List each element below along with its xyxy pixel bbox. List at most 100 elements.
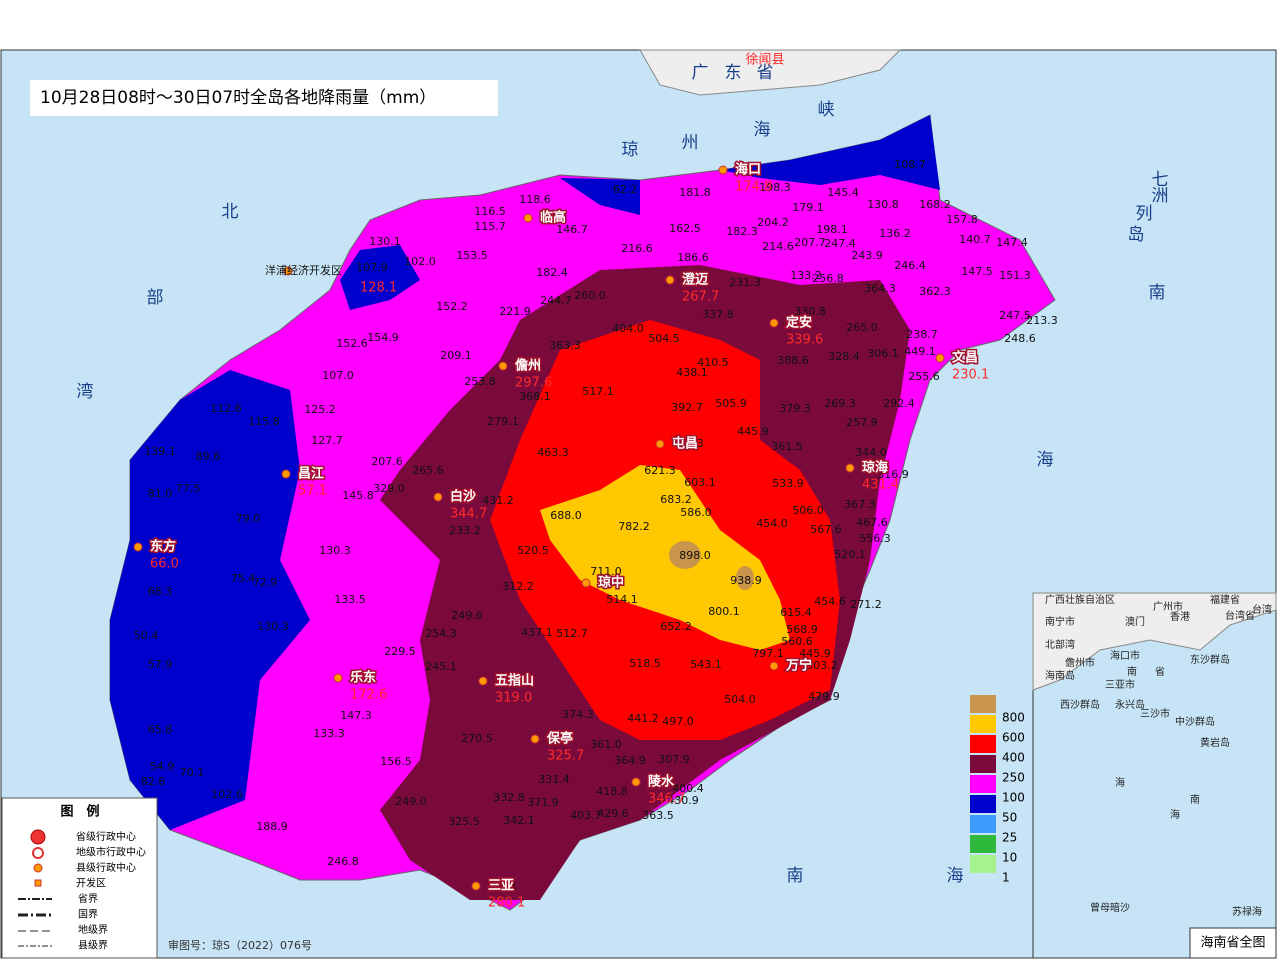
inset-title: 海南省全图 — [1200, 935, 1265, 951]
city-marker — [665, 275, 675, 285]
station-value: 153.5 — [456, 249, 488, 262]
scale-label: 10 — [1002, 851, 1017, 865]
inset-label: 儋州市 — [1065, 656, 1095, 669]
station-value: 797.1 — [752, 647, 784, 660]
station-value: 245.1 — [425, 660, 457, 673]
city-marker — [471, 881, 481, 891]
station-value: 265.0 — [846, 321, 878, 334]
scale-label: 600 — [1002, 731, 1025, 745]
station-value: 514.1 — [606, 593, 638, 606]
scale-swatch — [970, 755, 996, 773]
station-value: 182.4 — [536, 266, 568, 279]
station-value: 371.9 — [527, 796, 559, 809]
city-name: 儋州 — [515, 358, 541, 374]
scale-swatch — [970, 835, 996, 853]
city-marker — [281, 469, 291, 479]
station-value: 344.0 — [855, 446, 887, 459]
scale-label: 50 — [1002, 811, 1017, 825]
inset-label: 永兴岛 — [1115, 698, 1145, 711]
inset-land — [1032, 592, 1277, 691]
station-value: 497.0 — [662, 715, 694, 728]
inset-label: 西沙群岛 — [1060, 698, 1100, 711]
place-label: 列 — [1136, 204, 1153, 224]
station-value: 140.7 — [959, 233, 991, 246]
city-marker — [333, 673, 343, 683]
station-value: 518.5 — [629, 657, 661, 670]
station-value: 102.0 — [404, 255, 436, 268]
station-value: 216.6 — [621, 242, 653, 255]
station-value: 257.9 — [846, 416, 878, 429]
inset-label: 海南岛 — [1045, 669, 1075, 682]
station-value: 520.5 — [517, 544, 549, 557]
station-value: 586.0 — [680, 506, 712, 519]
inset-label: 南 — [1190, 793, 1200, 806]
city-marker — [498, 361, 508, 371]
station-value: 247.4 — [824, 237, 856, 250]
station-value: 603.1 — [684, 476, 716, 489]
station-value: 57.9 — [148, 658, 173, 671]
station-value: 112.6 — [210, 402, 242, 415]
station-value: 102.6 — [211, 788, 243, 801]
station-value: 246.8 — [327, 855, 359, 868]
inset-label: 省 — [1155, 665, 1165, 678]
rain-zones — [109, 114, 1056, 911]
station-value: 363.5 — [642, 809, 674, 822]
city-marker — [523, 213, 533, 223]
scale-label: 400 — [1002, 751, 1025, 765]
station-value: 209.1 — [440, 349, 472, 362]
station-value: 229.5 — [384, 645, 416, 658]
station-value: 133.5 — [334, 593, 366, 606]
station-value: 213.3 — [1026, 314, 1058, 327]
station-value: 429.6 — [597, 807, 629, 820]
inset-label: 苏禄海 — [1232, 905, 1262, 918]
station-value: 400.4 — [672, 782, 704, 795]
city-value: 297.6 — [515, 376, 552, 391]
station-value: 312.2 — [502, 580, 534, 593]
scale-label: 25 — [1002, 831, 1017, 845]
inset-label: 曾母暗沙 — [1090, 901, 1130, 914]
station-value: 157.8 — [946, 213, 978, 226]
city-value: 66.0 — [150, 557, 179, 572]
city-marker — [530, 734, 540, 744]
station-value: 168.2 — [919, 198, 951, 211]
station-value: 361.0 — [590, 738, 622, 751]
station-value: 438.1 — [676, 366, 708, 379]
station-value: 127.7 — [311, 434, 343, 447]
inset-label: 福建省 — [1210, 593, 1240, 606]
station-value: 938.9 — [730, 574, 762, 587]
station-value: 214.6 — [762, 240, 794, 253]
station-value: 349.1 — [486, 879, 518, 892]
inset-label: 台湾 — [1252, 603, 1272, 616]
scale-swatch — [970, 695, 996, 713]
scale-swatch — [970, 775, 996, 793]
station-value: 454.6 — [814, 595, 846, 608]
station-value: 543.1 — [690, 658, 722, 671]
station-value: 130.3 — [257, 620, 289, 633]
scale-swatch — [970, 795, 996, 813]
inset-label: 南 — [1127, 665, 1137, 678]
inset-label: 香港 — [1170, 611, 1190, 623]
place-label: 南 — [1149, 283, 1166, 303]
inset-label: 南宁市 — [1045, 615, 1075, 628]
station-value: 683.2 — [660, 493, 692, 506]
station-value: 253.8 — [464, 375, 496, 388]
place-label: 南 — [787, 866, 804, 886]
place-label: 广 — [692, 63, 709, 83]
station-value: 204.2 — [757, 216, 789, 229]
city-name: 保亭 — [546, 731, 573, 747]
station-value: 269.3 — [824, 397, 856, 410]
place-label: 海 — [1037, 450, 1054, 470]
station-value: 198.1 — [816, 223, 848, 236]
station-value: 504.0 — [724, 693, 756, 706]
city-value: 57.1 — [298, 484, 327, 499]
inset-label: 海 — [1115, 776, 1125, 789]
legend-title: 图 例 — [60, 804, 99, 820]
city-value: 172.6 — [350, 688, 387, 703]
station-value: 431.2 — [482, 494, 514, 507]
place-label: 省 — [757, 63, 774, 83]
station-value: 248.6 — [1004, 332, 1036, 345]
station-value: 379.3 — [779, 402, 811, 415]
station-value: 271.2 — [850, 598, 882, 611]
city-marker — [655, 439, 665, 449]
